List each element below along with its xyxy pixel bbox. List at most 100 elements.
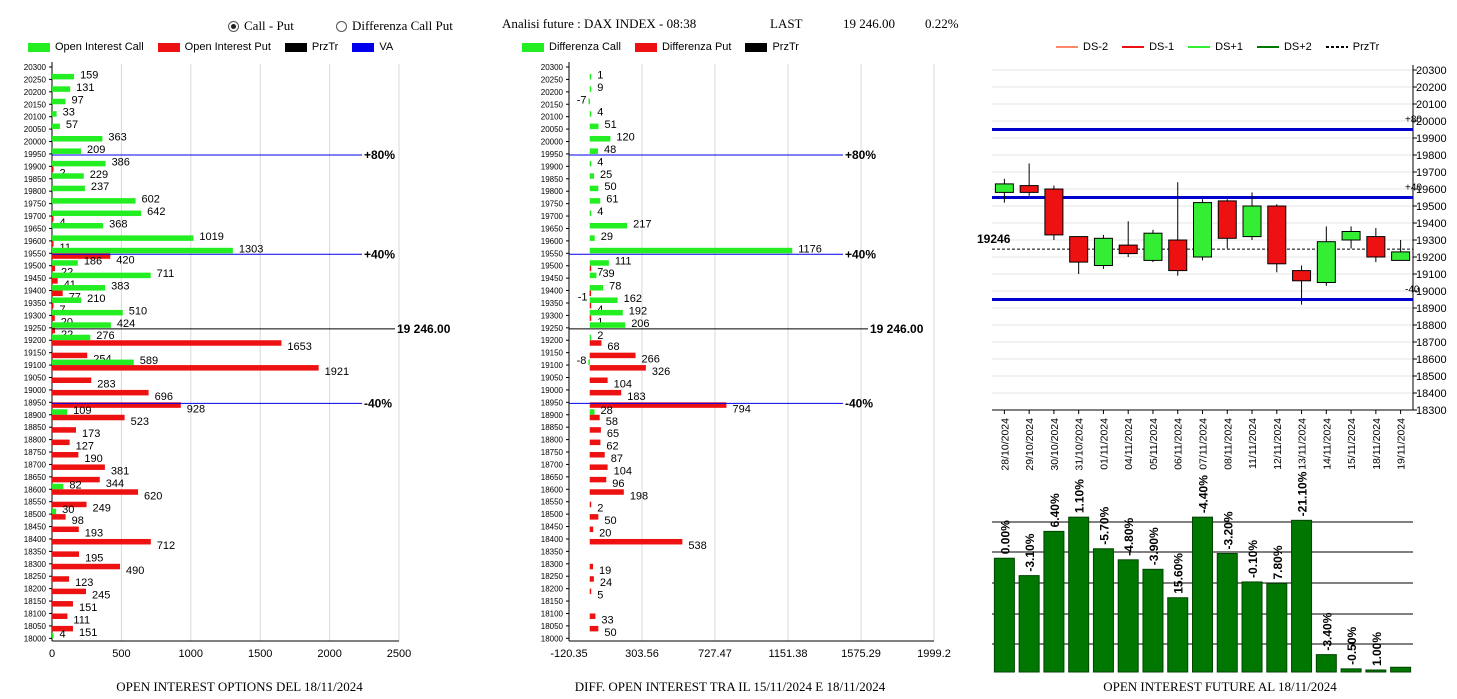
- bar-call-label: 276: [96, 330, 114, 342]
- bar-put-label: 151: [79, 627, 97, 639]
- strike-label: 18050: [541, 622, 564, 631]
- strike-label: 20050: [24, 125, 47, 134]
- bar-call-label: 162: [624, 293, 642, 305]
- bar-call-label: 61: [606, 194, 618, 206]
- reference-label: -40%: [845, 396, 873, 410]
- bar-future: [1192, 516, 1213, 673]
- bar-put-label: 58: [606, 416, 618, 428]
- bar-put-label: 245: [92, 590, 110, 602]
- bar-call: [52, 272, 151, 279]
- strike-label: 18400: [24, 535, 47, 544]
- legend-item-va: VA: [352, 41, 393, 53]
- bar-call-label: 368: [109, 218, 127, 230]
- bar-put-label: 62: [606, 441, 618, 453]
- radio-differenza[interactable]: Differenza Call Put: [336, 18, 453, 34]
- bar-call: [589, 322, 626, 328]
- bar-put: [52, 526, 79, 533]
- bar-call: [589, 198, 601, 204]
- x-tick-label: -120.35: [550, 648, 587, 660]
- bar-put: [589, 414, 600, 421]
- bar-put: [589, 526, 594, 533]
- bar-call-label: 1: [597, 69, 603, 81]
- bar-call: [52, 123, 60, 130]
- bar-put: [52, 265, 56, 272]
- date-label: 07/11/2024: [1198, 418, 1210, 470]
- strike-label: 19700: [541, 212, 564, 221]
- footer-oi: OPEN INTEREST OPTIONS DEL 18/11/2024: [116, 679, 363, 694]
- bar-call: [52, 409, 68, 415]
- bar-call: [52, 160, 106, 167]
- bar-put-label: 183: [627, 391, 645, 403]
- bar-call: [52, 285, 106, 291]
- bar-put-label: 7: [597, 267, 603, 279]
- bar-future-label: -3.10%: [1023, 533, 1037, 571]
- bar-call-label: 206: [631, 318, 649, 330]
- y-tick-label: 18500: [1416, 371, 1447, 383]
- bar-future-label: -4.80%: [1122, 517, 1136, 555]
- bar-put-label: 123: [75, 577, 93, 589]
- strike-label: 18100: [24, 609, 47, 618]
- bar-put: [589, 290, 592, 297]
- bar-future: [1390, 666, 1412, 673]
- bar-call: [589, 173, 595, 179]
- strike-label: 18900: [541, 411, 564, 420]
- strike-label: 19750: [24, 200, 47, 209]
- strike-label: 18600: [24, 485, 47, 494]
- bar-put-label: 283: [97, 379, 115, 391]
- bar-call-label: 57: [66, 119, 78, 131]
- strike-label: 19700: [24, 212, 47, 221]
- legend-item-przTr: PrzTr: [284, 41, 338, 53]
- bar-future: [993, 557, 1015, 673]
- legend-item-ds-1: DS-1: [1122, 41, 1174, 53]
- y-tick-label: 20000: [1416, 116, 1447, 128]
- strike-label: 18250: [541, 572, 564, 581]
- bar-call: [589, 297, 618, 303]
- date-label: 04/11/2024: [1123, 418, 1135, 470]
- bar-put: [589, 427, 601, 433]
- strike-label: 18900: [24, 411, 47, 420]
- strike-label: 18200: [541, 585, 564, 594]
- x-tick-label: 303.56: [625, 648, 659, 660]
- bar-put: [52, 377, 92, 383]
- bar-put: [589, 452, 605, 458]
- bar-put: [52, 340, 282, 346]
- chart-future-oi: 0.00% -3.10% 6.40% 1.10% -5.70% -4.80% -3.90% 1…: [992, 471, 1413, 673]
- bar-put: [589, 576, 594, 582]
- bar-call: [589, 123, 599, 130]
- candle-body: [1143, 232, 1163, 261]
- strike-label: 19150: [24, 349, 47, 358]
- strike-label: 19600: [541, 237, 564, 246]
- bar-put: [52, 427, 77, 433]
- bar-call: [52, 297, 82, 303]
- bar-call-label: 642: [147, 206, 165, 218]
- candle-body: [1267, 205, 1287, 265]
- y-tick-label: 19600: [1416, 184, 1447, 196]
- bar-put: [589, 501, 592, 508]
- bar-call-label: 48: [604, 144, 616, 156]
- strike-label: 19050: [24, 374, 47, 383]
- footer-diff: DIFF. OPEN INTEREST TRA IL 15/11/2024 E …: [574, 679, 886, 694]
- x-tick-label: 1500: [248, 648, 272, 660]
- bar-call-label: 383: [111, 281, 129, 293]
- strike-label: 20200: [24, 88, 47, 97]
- price-line-label: 19246: [977, 232, 1011, 246]
- candle-body: [1341, 231, 1361, 241]
- x-tick-label: 727.47: [698, 648, 732, 660]
- bar-put: [52, 489, 139, 495]
- footer-future: OPEN INTEREST FUTURE AL 18/11/2024: [1103, 679, 1337, 694]
- y-tick-label: 19800: [1416, 150, 1447, 162]
- x-tick-label: 2500: [387, 648, 411, 660]
- y-tick-label: 20300: [1416, 65, 1447, 77]
- bar-put-label: 195: [85, 552, 103, 564]
- bar-call-label: 159: [80, 69, 98, 81]
- x-tick-label: 0: [49, 648, 55, 660]
- chart-differenza: -120.35 303.56 727.47 1151.38 1575.29 1999.2 2…: [541, 62, 951, 660]
- legend-oi: Open Interest Call Open Interest Put Prz…: [28, 41, 393, 53]
- radio-call-put[interactable]: Call - Put: [228, 18, 294, 34]
- radio-unselected-icon: [336, 21, 347, 32]
- strike-label: 19100: [541, 361, 564, 370]
- candle-body: [1193, 202, 1212, 258]
- bar-call: [589, 111, 592, 117]
- bar-call-label: 711: [157, 268, 175, 280]
